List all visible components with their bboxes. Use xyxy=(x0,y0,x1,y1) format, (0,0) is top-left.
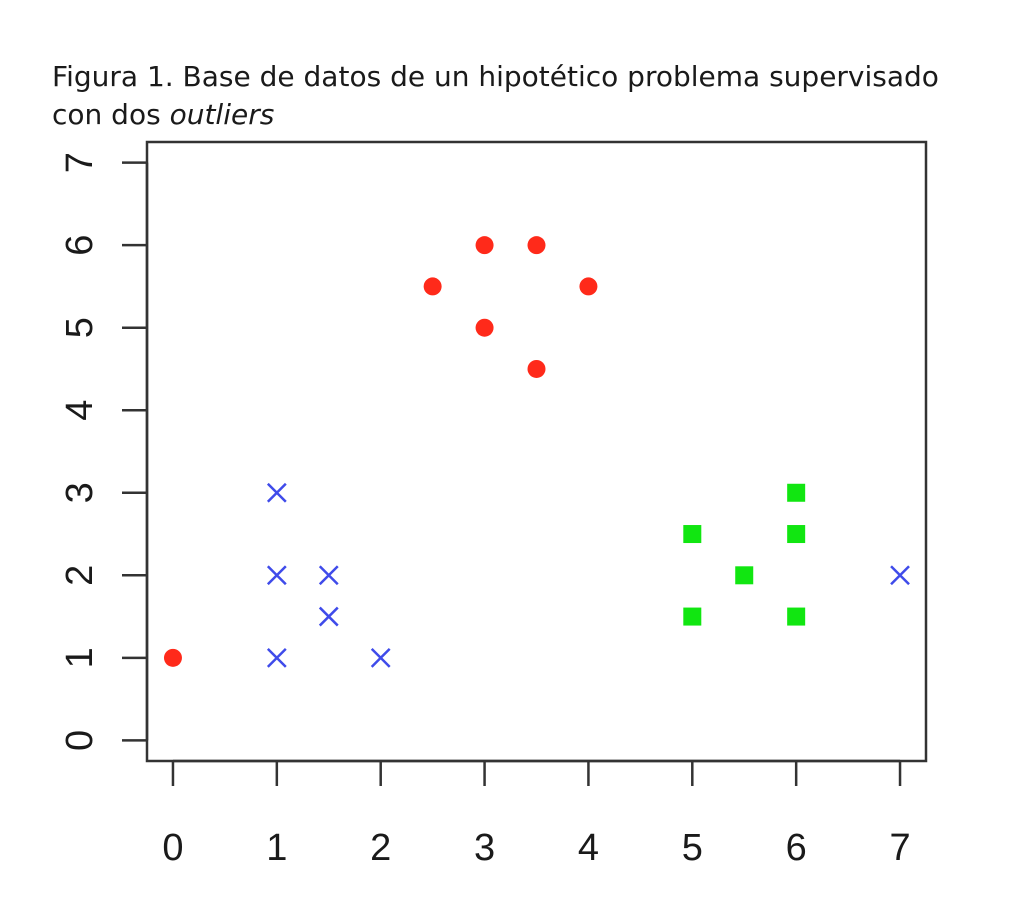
x-tick-label: 1 xyxy=(266,827,287,869)
y-tick-label: 5 xyxy=(59,317,101,338)
x-tick-label: 4 xyxy=(578,827,599,869)
y-tick-label: 0 xyxy=(59,730,101,751)
x-tick-label: 7 xyxy=(889,827,910,869)
y-tick-label: 2 xyxy=(59,565,101,586)
point-circle xyxy=(423,277,442,296)
figure-caption: Figura 1. Base de datos de un hipotético… xyxy=(52,58,992,134)
y-tick-label: 1 xyxy=(59,647,101,668)
data-points xyxy=(163,236,910,668)
point-square xyxy=(735,566,754,585)
point-cross xyxy=(318,565,339,586)
point-circle xyxy=(527,359,546,378)
y-tick-label: 6 xyxy=(59,235,101,256)
x-tick-label: 5 xyxy=(682,827,703,869)
point-cross xyxy=(266,482,287,503)
x-tick-label: 0 xyxy=(162,827,183,869)
point-cross xyxy=(266,565,287,586)
plot-frame xyxy=(145,140,928,763)
point-cross xyxy=(370,647,391,668)
point-circle xyxy=(163,648,182,667)
point-circle xyxy=(579,277,598,296)
point-cross xyxy=(890,565,910,586)
point-circle xyxy=(475,236,494,255)
y-tick-label: 4 xyxy=(59,400,101,421)
caption-text: Figura 1. Base de datos de un hipotético… xyxy=(52,60,939,131)
x-tick-label: 6 xyxy=(786,827,807,869)
point-square xyxy=(787,607,806,626)
caption-italic-text: outliers xyxy=(169,98,275,131)
point-square xyxy=(787,483,806,502)
x-tick-label: 2 xyxy=(370,827,391,869)
y-tick-label: 7 xyxy=(59,152,101,173)
point-square xyxy=(787,525,806,544)
y-tick-label: 3 xyxy=(59,482,101,503)
point-circle xyxy=(527,236,546,255)
point-square xyxy=(683,607,702,626)
point-circle xyxy=(475,318,494,337)
point-cross xyxy=(318,606,339,627)
x-tick-label: 3 xyxy=(474,827,495,869)
point-cross xyxy=(266,647,287,668)
point-square xyxy=(683,525,702,544)
axes: 0 1 2 3 4 5 6 7 0 1 2 3 4 5 6 7 xyxy=(59,152,911,869)
